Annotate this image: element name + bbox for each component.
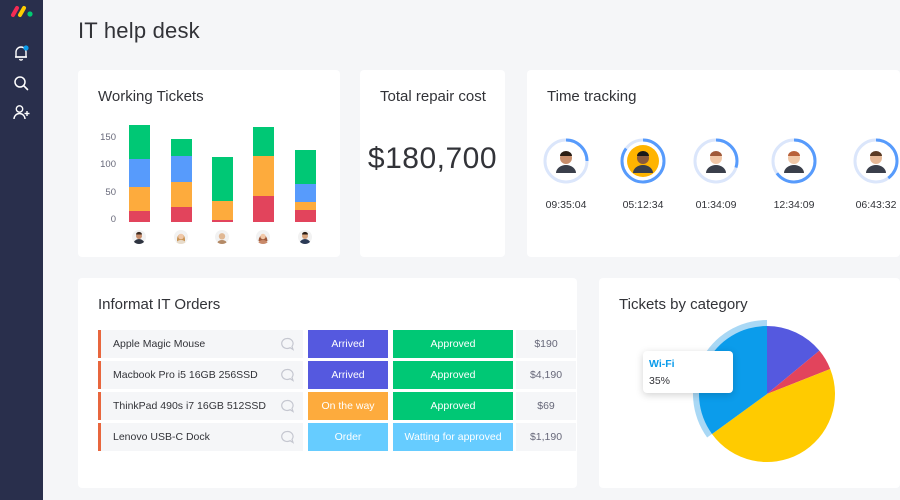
time-tracking-avatar[interactable] bbox=[852, 137, 900, 185]
bar-segment bbox=[171, 156, 192, 182]
orders-card: Informat IT Orders Apple Magic Mouse Arr… bbox=[78, 278, 577, 488]
working-tickets-card: Working Tickets 150 100 50 0 bbox=[78, 70, 340, 257]
bar-segment bbox=[295, 184, 316, 202]
bar-segment bbox=[253, 156, 274, 196]
bar-segment bbox=[295, 210, 316, 222]
category-pie-chart bbox=[693, 320, 835, 463]
bar-segment bbox=[212, 157, 233, 201]
pie-slice[interactable] bbox=[767, 326, 820, 394]
pie-slice[interactable] bbox=[767, 350, 831, 394]
pie-slice[interactable] bbox=[711, 368, 835, 463]
chat-bubble-icon[interactable] bbox=[279, 398, 295, 414]
bar-segment bbox=[212, 201, 233, 220]
page-title: IT help desk bbox=[78, 18, 200, 43]
order-name: ThinkPad 490s i7 16GB 512SSD bbox=[113, 400, 266, 412]
bar-segment bbox=[129, 159, 150, 187]
search-icon[interactable] bbox=[12, 74, 30, 92]
bar-segment bbox=[253, 127, 274, 156]
status-pill[interactable]: Order bbox=[308, 423, 388, 451]
bar-3[interactable] bbox=[212, 157, 233, 222]
time-tracking-time: 06:43:32 bbox=[855, 199, 897, 211]
avatar bbox=[256, 230, 270, 244]
time-tracking-avatar[interactable] bbox=[619, 137, 667, 185]
order-name: Macbook Pro i5 16GB 256SSD bbox=[113, 369, 258, 381]
bar-5[interactable] bbox=[295, 150, 316, 222]
add-user-icon[interactable] bbox=[12, 103, 30, 121]
approval-pill[interactable]: Approved bbox=[393, 361, 513, 389]
y-tick-100: 100 bbox=[100, 159, 116, 170]
y-tick-0: 0 bbox=[110, 214, 116, 225]
status-pill[interactable]: Arrived bbox=[308, 330, 388, 358]
bell-icon[interactable] bbox=[12, 44, 30, 62]
order-name: Apple Magic Mouse bbox=[113, 338, 206, 350]
price-cell: $1,190 bbox=[516, 423, 576, 451]
order-name-cell: ThinkPad 490s i7 16GB 512SSD bbox=[98, 392, 303, 420]
order-name-cell: Macbook Pro i5 16GB 256SSD bbox=[98, 361, 303, 389]
bar-segment bbox=[171, 207, 192, 222]
bar-2[interactable] bbox=[171, 139, 192, 222]
repair-cost-card: Total repair cost $180,700 bbox=[360, 70, 505, 257]
monday-logo[interactable] bbox=[10, 4, 36, 18]
approval-pill[interactable]: Approved bbox=[393, 392, 513, 420]
avatar bbox=[174, 230, 188, 244]
bar-1[interactable] bbox=[129, 125, 150, 222]
chat-bubble-icon[interactable] bbox=[279, 336, 295, 352]
price-cell: $4,190 bbox=[516, 361, 576, 389]
approval-pill[interactable]: Watting for approved bbox=[393, 423, 513, 451]
tickets-by-category-title: Tickets by category bbox=[619, 296, 748, 313]
time-tracking-card: Time tracking 09:35:04 05:12:34 01:34:09 12… bbox=[527, 70, 900, 257]
avatar bbox=[215, 230, 229, 244]
repair-cost-value: $180,700 bbox=[367, 142, 498, 175]
time-tracking-avatar[interactable] bbox=[770, 137, 818, 185]
bar-4[interactable] bbox=[253, 127, 274, 222]
bar-segment bbox=[129, 187, 150, 211]
time-tracking-time: 12:34:09 bbox=[773, 199, 815, 211]
approval-pill[interactable]: Approved bbox=[393, 330, 513, 358]
chat-bubble-icon[interactable] bbox=[279, 429, 295, 445]
avatar bbox=[298, 230, 312, 244]
time-tracking-time: 09:35:04 bbox=[545, 199, 587, 211]
avatar bbox=[132, 230, 146, 244]
price-cell: $69 bbox=[516, 392, 576, 420]
y-tick-50: 50 bbox=[105, 187, 116, 198]
bar-segment bbox=[295, 202, 316, 210]
repair-cost-title: Total repair cost bbox=[380, 88, 486, 105]
bar-segment bbox=[129, 125, 150, 159]
tooltip-label: Wi-Fi bbox=[649, 358, 675, 370]
bar-segment bbox=[295, 150, 316, 184]
y-tick-150: 150 bbox=[100, 132, 116, 143]
working-tickets-title: Working Tickets bbox=[98, 88, 204, 105]
time-tracking-time: 05:12:34 bbox=[622, 199, 664, 211]
bar-segment bbox=[253, 196, 274, 222]
order-name-cell: Lenovo USB-C Dock bbox=[98, 423, 303, 451]
status-pill[interactable]: On the way bbox=[308, 392, 388, 420]
time-tracking-time: 01:34:09 bbox=[695, 199, 737, 211]
tooltip-value: 35% bbox=[649, 375, 671, 387]
pie-tooltip: Wi-Fi 35% bbox=[643, 351, 733, 393]
time-tracking-avatar[interactable] bbox=[692, 137, 740, 185]
orders-title: Informat IT Orders bbox=[98, 296, 221, 313]
sidebar bbox=[0, 0, 43, 500]
time-tracking-avatar[interactable] bbox=[542, 137, 590, 185]
bar-segment bbox=[212, 220, 233, 222]
order-name-cell: Apple Magic Mouse bbox=[98, 330, 303, 358]
time-tracking-title: Time tracking bbox=[547, 88, 637, 105]
bar-segment bbox=[171, 182, 192, 207]
order-name: Lenovo USB-C Dock bbox=[113, 431, 210, 443]
price-cell: $190 bbox=[516, 330, 576, 358]
status-pill[interactable]: Arrived bbox=[308, 361, 388, 389]
bar-segment bbox=[171, 139, 192, 156]
chat-bubble-icon[interactable] bbox=[279, 367, 295, 383]
bar-segment bbox=[129, 211, 150, 222]
